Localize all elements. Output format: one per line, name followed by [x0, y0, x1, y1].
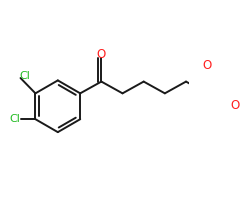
Text: Cl: Cl	[20, 71, 31, 81]
Text: O: O	[203, 59, 212, 72]
Text: O: O	[97, 48, 106, 61]
Text: O: O	[231, 99, 240, 112]
Text: Cl: Cl	[10, 114, 20, 124]
